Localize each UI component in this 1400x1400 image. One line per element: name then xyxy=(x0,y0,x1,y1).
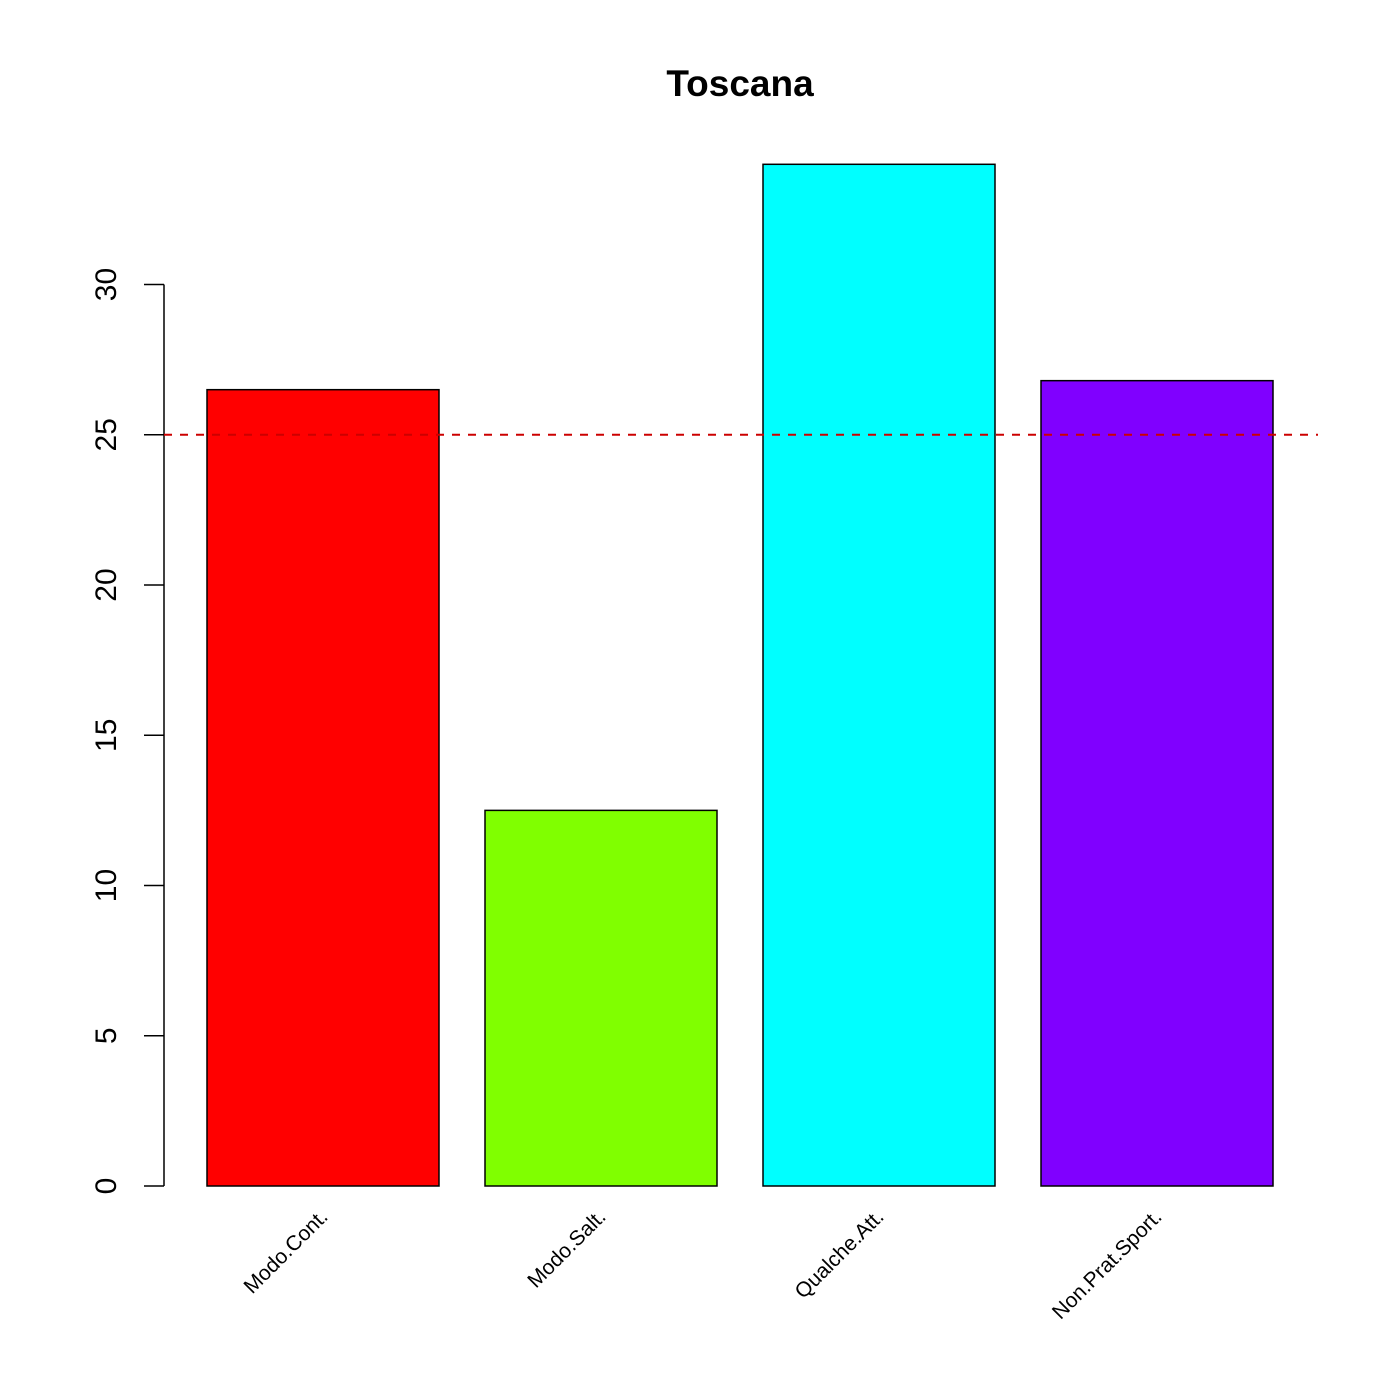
x-tick-label: Modo.Cont. xyxy=(240,1205,333,1298)
y-tick-label: 15 xyxy=(90,719,123,752)
x-tick-label: Non.Prat.Sport. xyxy=(1048,1205,1167,1324)
chart-title: Toscana xyxy=(666,63,814,104)
y-tick-label: 30 xyxy=(90,268,123,301)
y-tick-label: 0 xyxy=(90,1178,123,1195)
x-tick-label: Modo.Salt. xyxy=(523,1205,610,1292)
y-axis: 0 5 10 15 20 25 30 xyxy=(90,268,165,1195)
y-tick-label: 25 xyxy=(90,418,123,451)
bars xyxy=(206,163,1274,1187)
x-tick-label: Qualche.Att. xyxy=(791,1205,889,1303)
x-axis-labels: Modo.Cont. Modo.Salt. Qualche.Att. Non.Prat… xyxy=(240,1205,1167,1324)
bar xyxy=(484,809,718,1187)
y-tick-label: 20 xyxy=(90,568,123,601)
bar xyxy=(762,163,996,1187)
y-tick-label: 10 xyxy=(90,869,123,902)
bar xyxy=(1040,379,1274,1187)
bar xyxy=(206,388,440,1187)
y-tick-label: 5 xyxy=(90,1027,123,1044)
